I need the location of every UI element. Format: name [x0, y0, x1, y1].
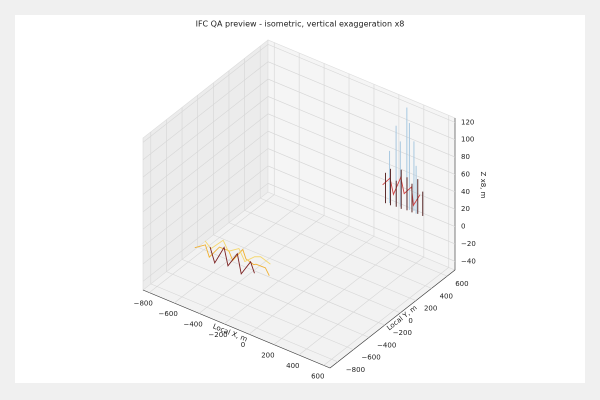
grid-line [142, 113, 269, 213]
y-tick-label: −800 [346, 366, 365, 374]
x-tick-label: 600 [311, 372, 324, 380]
chart-title: IFC QA preview - isometric, vertical exa… [196, 20, 405, 29]
grid-line [267, 44, 456, 123]
grid-line [197, 246, 385, 326]
grid-line [298, 256, 425, 356]
grid-line [142, 78, 269, 178]
grid-line [323, 267, 449, 366]
grid-line [267, 96, 456, 175]
x-tick-label: 400 [286, 362, 299, 370]
y-axis-line [329, 269, 456, 369]
z-tick-label: 80 [461, 153, 470, 161]
z-tick-label: 40 [461, 188, 470, 196]
grid-line [267, 78, 456, 158]
x-tick-label: −800 [134, 300, 153, 308]
grid-line [267, 165, 456, 245]
y-tick-label: −200 [393, 329, 412, 337]
z-tick-label: −20 [461, 240, 476, 248]
grid-line [142, 130, 269, 230]
y-tick-label: 200 [424, 305, 437, 313]
y-tick-label: −400 [377, 341, 396, 349]
x-tick-label: −600 [159, 310, 178, 318]
x-tick-label: 200 [261, 352, 274, 360]
z-tick-label: 0 [461, 223, 465, 231]
z-axis-label: Z x8, m [479, 172, 487, 199]
grid-line [267, 113, 456, 193]
x-tick-label: −400 [183, 320, 202, 328]
z-tick-label: 100 [461, 136, 474, 144]
grid-line [142, 44, 269, 143]
grid-line [244, 210, 432, 289]
z-tick-label: 60 [461, 170, 470, 178]
grid-line [273, 246, 400, 345]
z-tick-label: 120 [461, 118, 474, 126]
grid-line [213, 234, 401, 314]
grid-line [267, 148, 456, 227]
grid-line [248, 235, 375, 335]
x-tick-label: −200 [208, 331, 227, 339]
grid-line [267, 183, 456, 262]
y-tick-label: 0 [408, 317, 412, 325]
y-tick-label: −600 [361, 354, 380, 362]
grid-line [267, 130, 456, 210]
y-tick-label: 400 [440, 292, 453, 300]
grid-line [142, 183, 269, 282]
z-tick-label: −40 [461, 257, 476, 265]
grid-line [267, 61, 456, 140]
data-line [209, 246, 255, 275]
grid-line [150, 283, 338, 363]
grid-line [142, 165, 269, 265]
grid-line [142, 61, 269, 160]
grid-line [149, 194, 275, 293]
y-tick-label: 600 [455, 280, 468, 288]
grid-line [166, 271, 354, 350]
grid-line [198, 215, 325, 314]
grid-line [142, 96, 269, 195]
grid-line [142, 148, 269, 247]
grid-line [223, 225, 350, 325]
x-tick-label: 0 [241, 341, 245, 349]
grid-line [228, 222, 417, 301]
z-tick-label: 20 [461, 205, 470, 213]
grid-line [260, 197, 448, 277]
grid-line [181, 259, 370, 338]
data-line [204, 239, 271, 265]
